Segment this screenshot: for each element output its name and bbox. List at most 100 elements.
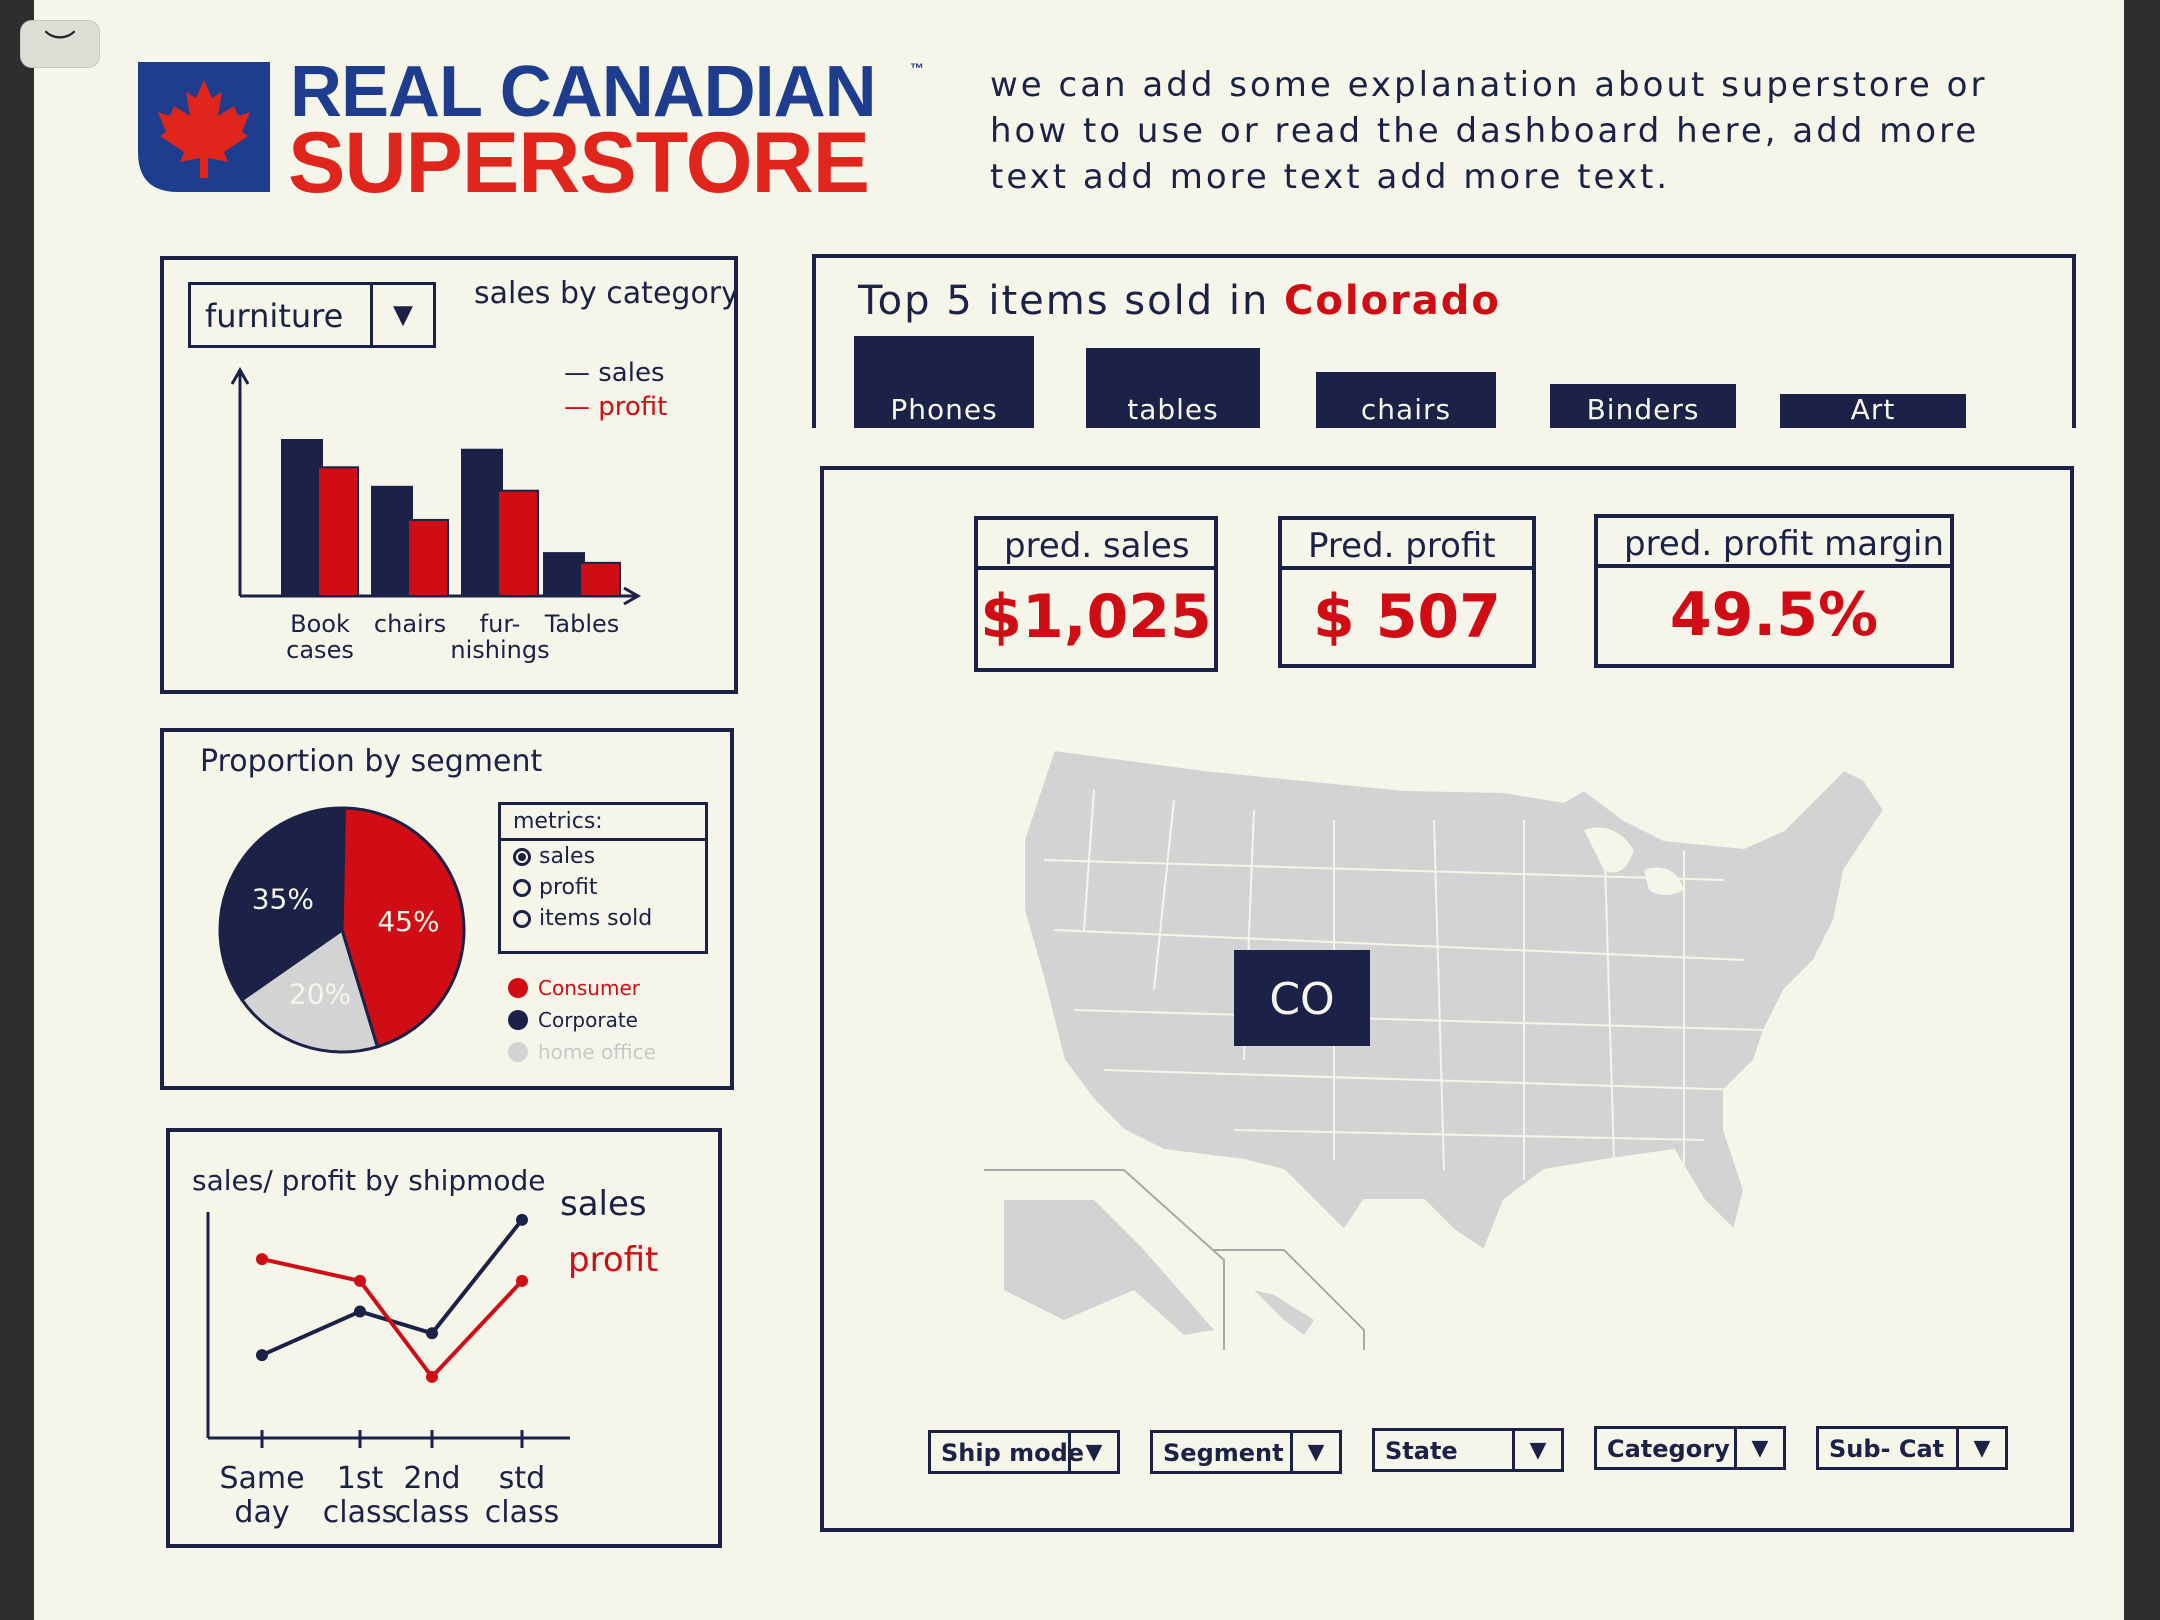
sales-by-category-panel: furniture ▼ sales by category — sales — … (160, 256, 739, 694)
collapse-button[interactable]: ︶ (20, 20, 100, 68)
kpi-pred-profit-margin: pred. profit margin 49.5% (1594, 514, 1954, 668)
shipmode-panel: sales/ profit by shipmode sales profit S… (166, 1128, 722, 1548)
radio-empty-icon[interactable] (513, 909, 531, 928)
top-item-bar[interactable]: Binders (1550, 384, 1736, 428)
shipmode-chart-title: sales/ profit by shipmode (192, 1164, 546, 1197)
segment-chart-title: Proportion by segment (200, 744, 543, 779)
sub-cat-filter[interactable]: Sub- Cat ▼ (1816, 1426, 2008, 1470)
kpi-value: $ 507 (1313, 582, 1501, 652)
metric-option-label: sales (539, 844, 596, 869)
shipmode-legend-profit: profit (568, 1240, 659, 1280)
point-profit (426, 1370, 438, 1383)
pie-slice-corporate (218, 806, 346, 1002)
pie-value-label: 35% (252, 882, 314, 915)
point-profit (516, 1274, 528, 1287)
bar-sales (281, 439, 323, 597)
state-colorado[interactable] (1234, 950, 1370, 1046)
alaska-shape[interactable] (1004, 1200, 1214, 1335)
bar-sales (371, 485, 413, 597)
top-item-bar[interactable]: chairs (1316, 372, 1496, 428)
triangle-down-icon[interactable]: ▼ (370, 285, 433, 345)
shipmode-tick-label: 2nd class (395, 1461, 469, 1530)
legend-home-office: home office (508, 1036, 656, 1068)
category-dropdown[interactable]: furniture ▼ (188, 282, 436, 348)
shipmode-tick-label: 1st class (323, 1461, 397, 1530)
logo-wordmark-bottom: SUPERSTORE (288, 115, 870, 211)
bar-profit (497, 489, 539, 597)
logo-trademark: ™ (910, 60, 924, 76)
category-filter[interactable]: Category ▼ (1594, 1426, 1786, 1470)
segment-panel: Proportion by segment 45% 20% 35% metrics:… (160, 728, 734, 1090)
alaska-inset-border (984, 1169, 1225, 1350)
triangle-down-icon[interactable]: ▼ (1734, 1429, 1783, 1467)
category-tick-label: Book cases (286, 610, 354, 664)
x-axis-arrow-icon (623, 586, 642, 606)
chevron-down-icon[interactable]: ︶ (43, 27, 76, 65)
segment-legend: Consumer Corporate home office (508, 972, 656, 1068)
kpi-label: Pred. profit (1282, 520, 1532, 570)
kpi-label: pred. sales (978, 520, 1214, 570)
intro-text: we can add some explanation about supers… (990, 65, 1988, 197)
red-dot-icon (508, 978, 528, 998)
metric-option-label: items sold (539, 906, 653, 931)
segment-filter[interactable]: Segment ▼ (1150, 1430, 1342, 1474)
category-legend-sales: — sales (564, 358, 665, 388)
bar-profit (317, 466, 359, 597)
map-panel: pred. sales $1,025 Pred. profit $ 507 pr… (820, 466, 2074, 1532)
top-item-bar[interactable]: Art (1780, 393, 1966, 428)
triangle-down-icon[interactable]: ▼ (1956, 1429, 2005, 1467)
metric-option-profit[interactable]: profit (501, 872, 705, 903)
kpi-pred-sales: pred. sales $1,025 (974, 516, 1218, 672)
shipmode-tick-label: Same day (219, 1461, 304, 1530)
triangle-down-icon[interactable]: ▼ (1290, 1433, 1339, 1471)
legend-consumer: Consumer (508, 972, 656, 1004)
point-sales (516, 1213, 528, 1226)
pie-slice-home-office (239, 927, 380, 1054)
point-profit (256, 1253, 268, 1266)
hawaii-inset-border (1214, 1249, 1365, 1350)
kpi-value: 49.5% (1669, 580, 1879, 650)
bar-profit (579, 561, 621, 598)
category-tick-label: chairs (374, 610, 446, 638)
top-items-panel: Top 5 items sold in Colorado Phones table… (812, 254, 2076, 428)
bar-sales (543, 552, 585, 598)
triangle-down-icon[interactable]: ▼ (1068, 1433, 1117, 1471)
navy-dot-icon (508, 1010, 528, 1030)
top-items-title: Top 5 items sold in Colorado (858, 278, 1501, 324)
us-mainland-shape[interactable] (1023, 748, 1886, 1252)
hawaii-shape[interactable] (1254, 1290, 1314, 1335)
kpi-pred-profit: Pred. profit $ 507 (1278, 516, 1536, 668)
state-filter[interactable]: State ▼ (1372, 1428, 1564, 1472)
category-chart-title: sales by category (474, 276, 739, 311)
us-map[interactable]: CO (984, 730, 1964, 1370)
line-profit (261, 1257, 524, 1381)
maple-leaf-logo-icon (138, 62, 270, 192)
line-sales (261, 1218, 524, 1357)
top-item-bar[interactable]: Phones (854, 336, 1034, 428)
kpi-value: $1,025 (980, 582, 1212, 652)
bar-profit (407, 518, 449, 598)
metric-option-sales[interactable]: sales (501, 841, 705, 872)
top-item-bar[interactable]: tables (1086, 348, 1260, 428)
logo-wordmark-top: REAL CANADIAN (290, 52, 877, 132)
shipmode-legend-sales: sales (560, 1184, 647, 1224)
radio-selected-icon[interactable] (513, 847, 531, 866)
legend-corporate: Corporate (508, 1004, 656, 1036)
category-dropdown-value: furniture (205, 297, 344, 335)
point-sales (256, 1349, 268, 1362)
shipmode-tick-label: std class (485, 1461, 559, 1530)
metric-option-items-sold[interactable]: items sold (501, 903, 705, 934)
point-sales (426, 1327, 438, 1340)
triangle-down-icon[interactable]: ▼ (1512, 1431, 1561, 1469)
pie-value-label: 45% (377, 905, 439, 938)
pie-slice-consumer (340, 806, 466, 1049)
great-lakes-shape (1584, 827, 1684, 895)
metrics-title: metrics: (501, 805, 705, 841)
ship-mode-filter[interactable]: Ship mode ▼ (928, 1430, 1120, 1474)
radio-empty-icon[interactable] (513, 878, 531, 897)
category-legend-profit: — profit (564, 392, 668, 422)
grey-dot-icon (508, 1042, 528, 1062)
kpi-label: pred. profit margin (1598, 518, 1950, 568)
metric-option-label: profit (539, 875, 598, 900)
